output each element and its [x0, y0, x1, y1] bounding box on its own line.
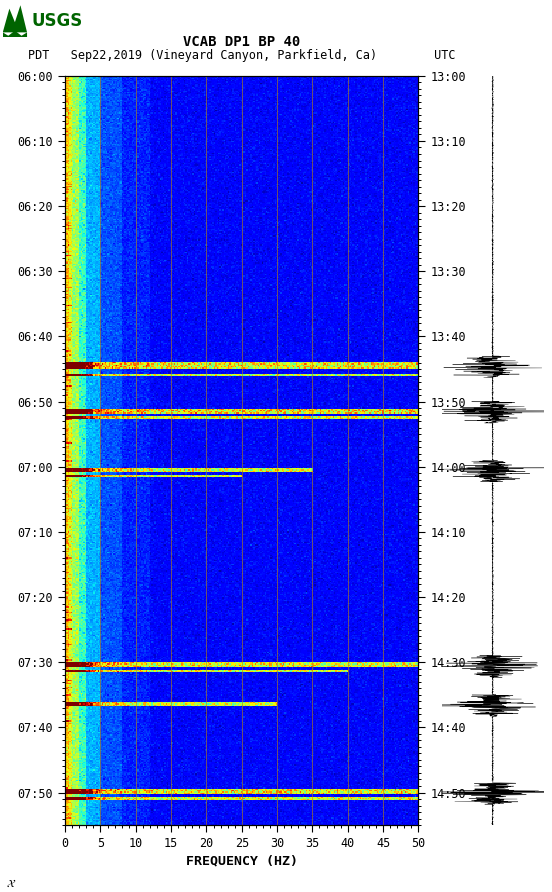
Text: $\mathcal{X}$: $\mathcal{X}$: [6, 878, 16, 889]
Text: USGS: USGS: [31, 12, 83, 30]
Text: VCAB DP1 BP 40: VCAB DP1 BP 40: [183, 35, 300, 49]
X-axis label: FREQUENCY (HZ): FREQUENCY (HZ): [186, 854, 298, 867]
Polygon shape: [3, 5, 27, 32]
Polygon shape: [3, 30, 27, 37]
Text: PDT   Sep22,2019 (Vineyard Canyon, Parkfield, Ca)        UTC: PDT Sep22,2019 (Vineyard Canyon, Parkfie…: [28, 49, 455, 62]
